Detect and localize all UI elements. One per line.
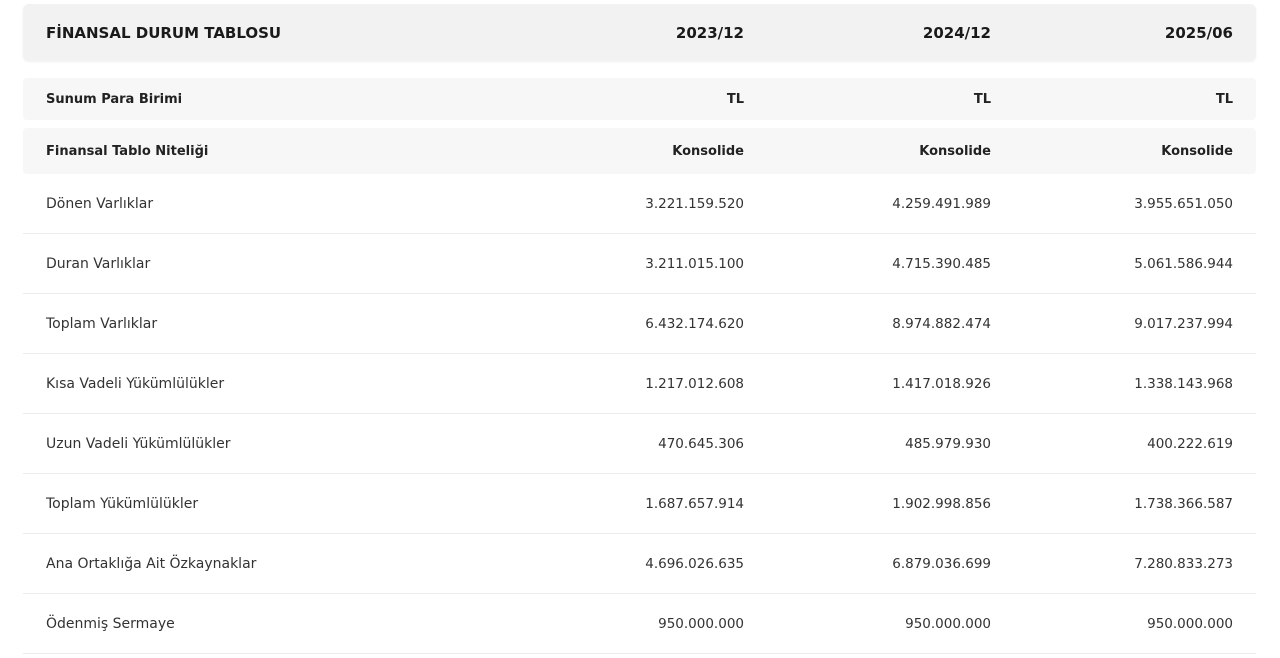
row-label: Uzun Vadeli Yükümlülükler [46, 435, 231, 452]
period-header-2025-06: 2025/06 [1164, 23, 1233, 42]
row-value: 1.738.366.587 [1134, 495, 1233, 512]
row-label: Kısa Vadeli Yükümlülükler [46, 375, 225, 392]
table-header: FİNANSAL DURUM TABLOSU 2023/12 2024/12 2… [23, 4, 1256, 61]
row-label: Ödenmiş Sermaye [46, 615, 175, 632]
table-row: Dönen Varlıklar 3.221.159.520 4.259.491.… [23, 174, 1256, 234]
currency-row: Sunum Para Birimi TL TL TL [23, 78, 1256, 120]
row-value: Konsolide [672, 143, 744, 159]
row-value: 7.280.833.273 [1134, 555, 1233, 572]
row-value: 3.221.159.520 [645, 195, 744, 212]
table-row: Toplam Yükümlülükler 1.687.657.914 1.902… [23, 474, 1256, 534]
row-value: 485.979.930 [905, 435, 991, 452]
row-label: Toplam Varlıklar [46, 315, 158, 332]
row-label: Dönen Varlıklar [46, 195, 154, 212]
row-value: 3.955.651.050 [1134, 195, 1233, 212]
statement-type-row: Finansal Tablo Niteliği Konsolide Konsol… [23, 128, 1256, 174]
row-label: Finansal Tablo Niteliği [46, 143, 209, 159]
row-value: 1.417.018.926 [892, 375, 991, 392]
table-row: Ödenmiş Sermaye 950.000.000 950.000.000 … [23, 594, 1256, 654]
row-value: TL [1215, 91, 1233, 107]
row-value: 1.338.143.968 [1134, 375, 1233, 392]
row-value: 1.687.657.914 [645, 495, 744, 512]
table-row: Ana Ortaklığa Ait Özkaynaklar 4.696.026.… [23, 534, 1256, 594]
table-row: Duran Varlıklar 3.211.015.100 4.715.390.… [23, 234, 1256, 294]
row-value: TL [973, 91, 991, 107]
table-row: Uzun Vadeli Yükümlülükler 470.645.306 48… [23, 414, 1256, 474]
row-value: 4.696.026.635 [645, 555, 744, 572]
row-value: 6.879.036.699 [892, 555, 991, 572]
row-label: Toplam Yükümlülükler [46, 495, 199, 512]
row-value: 6.432.174.620 [645, 315, 744, 332]
row-value: 4.259.491.989 [892, 195, 991, 212]
row-label: Duran Varlıklar [46, 255, 151, 272]
row-value: 1.217.012.608 [645, 375, 744, 392]
row-value: 9.017.237.994 [1134, 315, 1233, 332]
row-value: 1.902.998.856 [892, 495, 991, 512]
row-label: Ana Ortaklığa Ait Özkaynaklar [46, 555, 257, 572]
row-value: 3.211.015.100 [645, 255, 744, 272]
row-value: Konsolide [1161, 143, 1233, 159]
period-header-2023-12: 2023/12 [675, 23, 744, 42]
row-value: TL [726, 91, 744, 107]
row-value: 400.222.619 [1147, 435, 1233, 452]
period-header-2024-12: 2024/12 [922, 23, 991, 42]
table-row: Kısa Vadeli Yükümlülükler 1.217.012.608 … [23, 354, 1256, 414]
row-value: 950.000.000 [1147, 615, 1233, 632]
table-title: FİNANSAL DURUM TABLOSU [46, 23, 282, 42]
financial-position-table: FİNANSAL DURUM TABLOSU 2023/12 2024/12 2… [23, 4, 1256, 654]
row-value: Konsolide [919, 143, 991, 159]
row-label: Sunum Para Birimi [46, 91, 183, 107]
row-value: 950.000.000 [658, 615, 744, 632]
row-value: 5.061.586.944 [1134, 255, 1233, 272]
row-value: 8.974.882.474 [892, 315, 991, 332]
table-row: Toplam Varlıklar 6.432.174.620 8.974.882… [23, 294, 1256, 354]
row-value: 470.645.306 [658, 435, 744, 452]
row-value: 950.000.000 [905, 615, 991, 632]
row-value: 4.715.390.485 [892, 255, 991, 272]
